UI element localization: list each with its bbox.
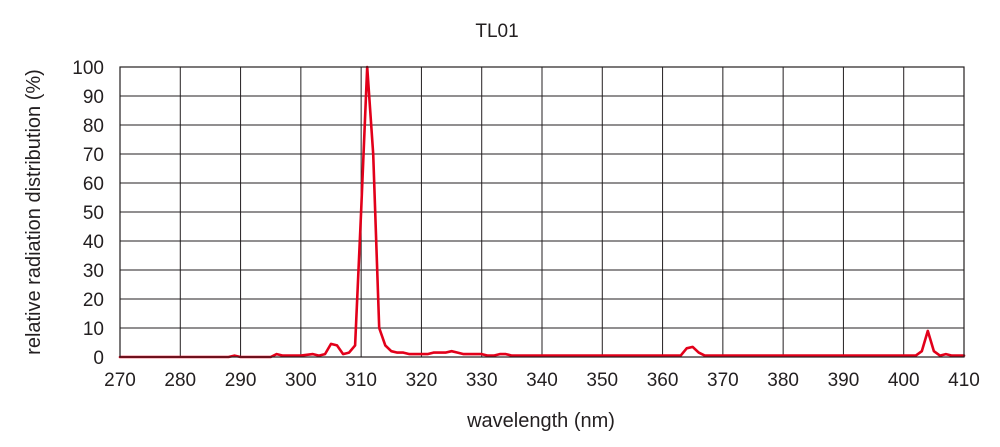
x-tick-labels: 270 280 290 300 310 320 330 340 350 360 370 380 390 4… xyxy=(104,370,980,391)
x-tick-label: 290 xyxy=(225,370,257,391)
y-tick-label: 40 xyxy=(83,232,104,253)
y-tick-labels: 0 10 20 30 40 50 60 70 80 90 100 xyxy=(72,58,104,369)
series-layer xyxy=(118,65,966,359)
x-tick-label: 350 xyxy=(586,370,618,391)
y-tick-label: 30 xyxy=(83,261,104,282)
y-tick-label: 90 xyxy=(83,87,104,108)
chart-title: TL01 xyxy=(475,21,518,42)
y-tick-label: 80 xyxy=(83,116,104,137)
grid xyxy=(119,66,965,358)
x-axis-label: wavelength (nm) xyxy=(466,410,615,432)
x-tick-label: 390 xyxy=(828,370,860,391)
x-tick-label: 340 xyxy=(526,370,558,391)
y-tick-label: 50 xyxy=(83,203,104,224)
y-tick-label: 20 xyxy=(83,290,104,311)
x-tick-label: 320 xyxy=(406,370,438,391)
x-tick-label: 370 xyxy=(707,370,739,391)
x-tick-label: 300 xyxy=(285,370,317,391)
x-tick-label: 280 xyxy=(164,370,196,391)
y-tick-label: 100 xyxy=(72,58,104,79)
x-tick-label: 270 xyxy=(104,370,136,391)
x-tick-label: 380 xyxy=(767,370,799,391)
x-tick-label: 400 xyxy=(888,370,920,391)
y-axis-label: relative radiation distribution (%) xyxy=(23,69,45,355)
x-tick-label: 360 xyxy=(647,370,679,391)
x-tick-label: 330 xyxy=(466,370,498,391)
y-tick-label: 10 xyxy=(83,319,104,340)
x-tick-label: 310 xyxy=(345,370,377,391)
plot-frame xyxy=(119,66,965,358)
x-tick-label: 410 xyxy=(948,370,980,391)
y-tick-label: 60 xyxy=(83,174,104,195)
series-line xyxy=(118,65,966,359)
y-tick-label: 0 xyxy=(93,348,104,369)
y-tick-label: 70 xyxy=(83,145,104,166)
